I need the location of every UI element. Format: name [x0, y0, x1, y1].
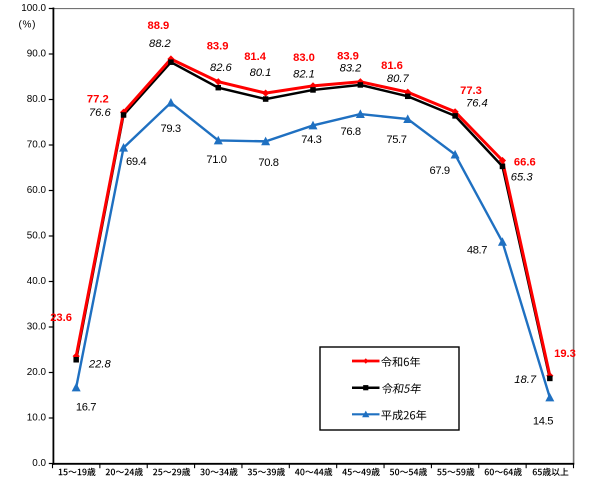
svg-text:76.8: 76.8	[341, 126, 361, 138]
svg-text:80.1: 80.1	[250, 67, 272, 79]
svg-text:69.4: 69.4	[126, 156, 146, 168]
svg-text:82.6: 82.6	[210, 62, 233, 74]
svg-text:0.0: 0.0	[32, 458, 46, 469]
svg-text:83.2: 83.2	[340, 63, 363, 75]
svg-text:81.4: 81.4	[244, 51, 267, 63]
svg-text:23.6: 23.6	[50, 312, 72, 324]
svg-text:70.8: 70.8	[258, 157, 278, 169]
svg-text:81.6: 81.6	[381, 60, 403, 72]
svg-text:50.0: 50.0	[27, 231, 47, 242]
svg-text:83.9: 83.9	[207, 40, 229, 52]
svg-text:16.7: 16.7	[76, 402, 96, 414]
svg-text:60.0: 60.0	[27, 185, 47, 196]
svg-text:30.0: 30.0	[27, 322, 47, 333]
svg-text:14.5: 14.5	[533, 416, 553, 428]
svg-text:77.2: 77.2	[87, 94, 109, 106]
svg-text:40.0: 40.0	[27, 276, 47, 287]
svg-text:74.3: 74.3	[301, 134, 321, 146]
svg-text:10.0: 10.0	[27, 413, 47, 424]
svg-text:100.0: 100.0	[21, 3, 46, 14]
svg-text:80.0: 80.0	[27, 94, 47, 105]
svg-text:80.7: 80.7	[387, 73, 410, 85]
svg-text:67.9: 67.9	[430, 165, 450, 177]
svg-text:90.0: 90.0	[27, 49, 47, 60]
svg-text:71.0: 71.0	[206, 154, 226, 166]
svg-text:65.3: 65.3	[511, 172, 534, 184]
svg-text:88.9: 88.9	[148, 20, 170, 32]
svg-text:(%): (%)	[18, 19, 36, 30]
svg-text:83.9: 83.9	[337, 50, 359, 62]
svg-text:22.8: 22.8	[88, 358, 112, 370]
svg-text:70.0: 70.0	[27, 140, 47, 151]
svg-text:82.1: 82.1	[293, 68, 315, 80]
svg-text:75.7: 75.7	[386, 134, 406, 146]
svg-text:20.0: 20.0	[27, 367, 47, 378]
svg-text:19.3: 19.3	[554, 348, 576, 360]
svg-text:66.6: 66.6	[514, 156, 536, 168]
svg-text:79.3: 79.3	[161, 123, 181, 135]
svg-text:76.6: 76.6	[89, 107, 112, 119]
svg-text:76.4: 76.4	[466, 97, 488, 109]
svg-text:18.7: 18.7	[514, 374, 537, 386]
svg-text:83.0: 83.0	[293, 52, 315, 64]
svg-text:48.7: 48.7	[467, 245, 487, 257]
svg-text:77.3: 77.3	[460, 85, 482, 97]
svg-text:88.2: 88.2	[149, 38, 172, 50]
